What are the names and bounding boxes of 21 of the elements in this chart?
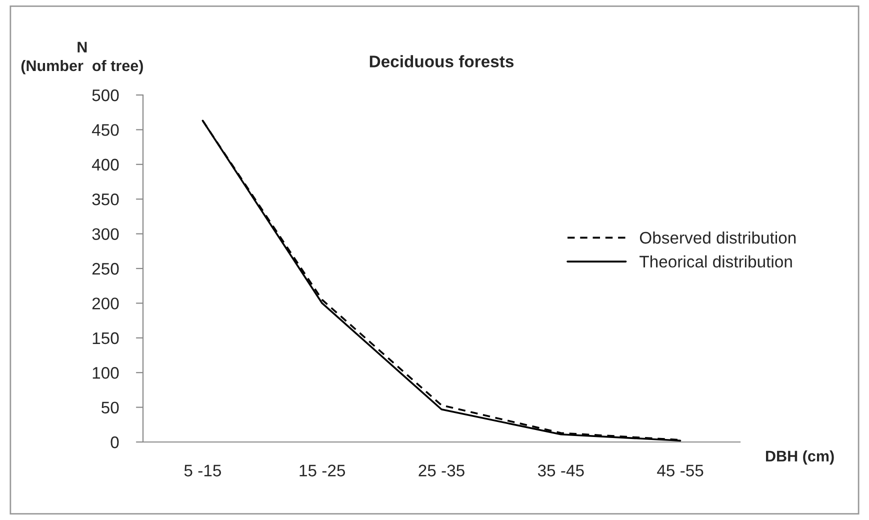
y-axis-title: N (Number of tree): [21, 42, 143, 74]
y-tick-label: 450: [92, 124, 119, 136]
y-tick-label: 300: [92, 228, 119, 240]
x-tick-label: 15 -25: [300, 464, 346, 476]
x-tick-label: 45 -55: [657, 464, 704, 476]
y-tick-label: 0: [110, 436, 119, 448]
y-tick-label: 50: [102, 402, 119, 414]
y-tick-label: 100: [92, 367, 119, 379]
y-tick-label: 250: [92, 262, 119, 275]
x-tick-label: 25 -35: [418, 464, 464, 476]
x-axis-title: DBH (cm): [766, 450, 834, 465]
y-tick-label: 150: [92, 332, 119, 344]
x-tick-label: 35 -45: [538, 464, 584, 476]
chart-title: Deciduous forests: [370, 55, 514, 68]
legend-label: Observed distribution: [640, 231, 796, 244]
y-tick-label: 500: [92, 89, 119, 102]
y-tick-label: 200: [92, 298, 119, 310]
y-tick-label: 350: [92, 194, 119, 206]
legend-label: Theorical distribution: [640, 255, 792, 268]
y-tick-label: 400: [92, 158, 119, 171]
x-tick-label: 5 -15: [184, 464, 221, 476]
